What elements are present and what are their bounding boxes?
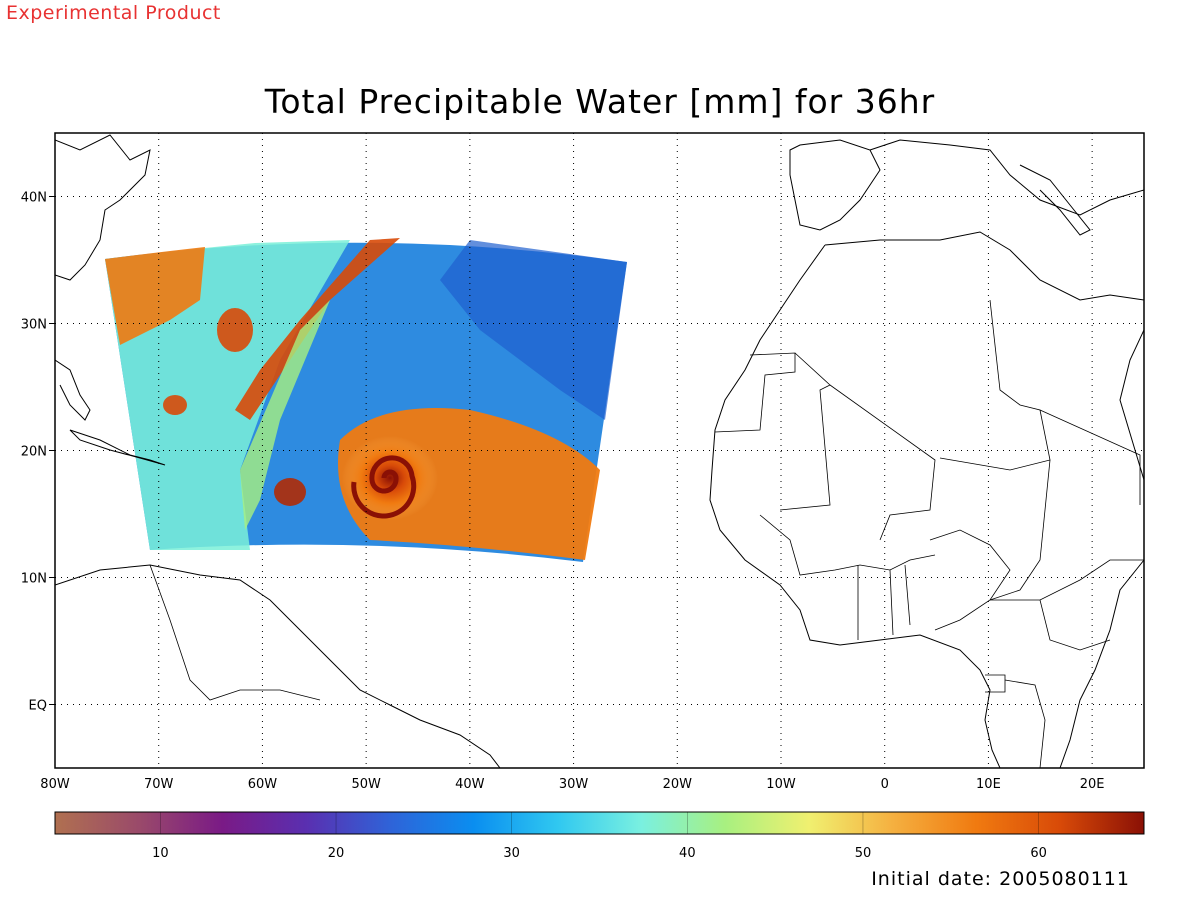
longitude-tick-label: 40W (455, 777, 485, 792)
longitude-tick-label: 80W (40, 777, 70, 792)
border-mauritania-mali (779, 352, 831, 511)
florida-coast (55, 359, 91, 421)
iberia-coast (789, 139, 881, 231)
field-hurricane-core (342, 436, 438, 520)
field-green-band (240, 300, 330, 530)
experimental-product-note: Experimental Product (6, 2, 221, 24)
longitude-tick-label: 30W (559, 777, 589, 792)
latitude-tick-labels: 40N 30N 20N 10N EQ (21, 191, 55, 714)
colorbar (54, 811, 1145, 835)
latitude-tick-label: EQ (29, 699, 47, 714)
south-america-coast (55, 564, 501, 768)
border-nigeria (929, 529, 1011, 631)
latitude-tick-label: 40N (21, 191, 47, 206)
latitude-tick-label: 10N (21, 572, 47, 587)
colorbar-tick-label: 60 (1030, 846, 1047, 861)
longitude-tick-labels: 80W 70W 60W 50W 40W 30W 20W 10W 0 10E 20E (40, 777, 1104, 792)
colorbar-tick-label: 30 (503, 846, 520, 861)
longitude-tick-label: 50W (351, 777, 381, 792)
longitude-tick-label: 10W (766, 777, 796, 792)
africa-coast (709, 231, 1144, 768)
colorbar-tick-label: 20 (328, 846, 345, 861)
field-hurricane-spiral (351, 455, 417, 519)
longitude-tick-label: 70W (144, 777, 174, 792)
cuba-coast (69, 429, 166, 466)
border-congo (985, 674, 1046, 768)
colorbar-tick-label: 50 (855, 846, 872, 861)
initial-date-label: Initial date: 2005080111 (871, 868, 1130, 890)
border-western-sahara (714, 352, 796, 433)
border-west-africa (759, 514, 936, 576)
precipitable-water-field (105, 238, 627, 562)
field-northwest-orange (105, 247, 205, 345)
latitude-tick-label: 20N (21, 445, 47, 460)
colorbar-tick-label: 10 (152, 846, 169, 861)
border-algeria-mali (829, 384, 936, 541)
longitude-tick-label: 0 (881, 777, 889, 792)
page-title: Total Precipitable Water [mm] for 36hr (264, 82, 936, 121)
latitude-tick-label: 30N (21, 318, 47, 333)
coastlines (55, 134, 1144, 768)
border-algeria-libya (939, 299, 1051, 471)
country-borders (714, 299, 1144, 768)
border-ghana (857, 564, 911, 640)
longitude-tick-label: 60W (248, 777, 278, 792)
europe-coast (869, 139, 1144, 216)
italy-coast (1019, 164, 1091, 236)
field-moist-blob-3 (274, 478, 306, 506)
colorbar-tick-label: 40 (679, 846, 696, 861)
border-libya-egypt (1039, 409, 1141, 505)
border-niger-chad (989, 459, 1051, 601)
field-moist-blob-1 (217, 308, 253, 352)
north-america-coast (55, 134, 151, 281)
longitude-tick-label: 10E (976, 777, 1001, 792)
colorbar-ticks: 10 20 30 40 50 60 (152, 812, 1047, 861)
field-east-dry (440, 240, 627, 420)
field-moisture-plume (235, 238, 400, 420)
africa-east-coast (1059, 559, 1144, 768)
longitude-tick-label: 20E (1080, 777, 1105, 792)
border-central-africa (990, 559, 1144, 651)
field-moist-blob-2 (163, 395, 187, 415)
south-america-interior-border (149, 564, 321, 701)
longitude-tick-label: 20W (663, 777, 693, 792)
